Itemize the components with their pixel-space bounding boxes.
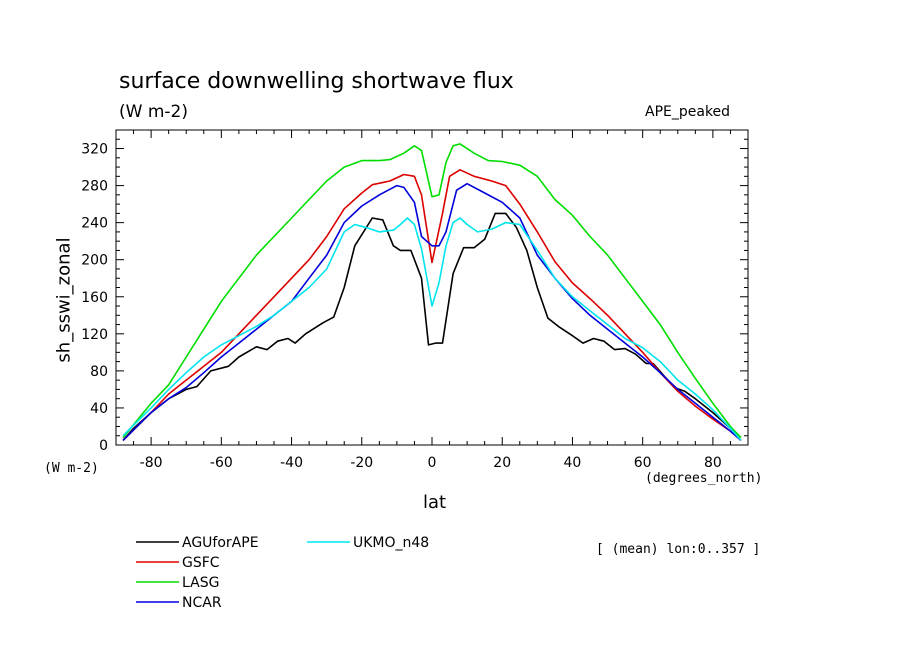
- series-line-ukmo-n48: [122, 217, 742, 441]
- chart-units: (W m-2): [119, 102, 188, 122]
- x-tick-label: -40: [280, 455, 303, 471]
- legend-label-aguforape: AGUforAPE: [182, 535, 259, 551]
- y-tick-label: 200: [81, 253, 108, 269]
- chart-title: surface downwelling shortwave flux: [119, 69, 514, 94]
- series-line-lasg: [122, 143, 742, 439]
- x-tick-label: 60: [634, 455, 652, 471]
- y-tick-label: 40: [90, 401, 108, 417]
- series-line-ncar: [122, 182, 742, 442]
- x-tick-label: -20: [350, 455, 373, 471]
- y-tick-label: 320: [81, 142, 108, 158]
- x-tick-label: 40: [564, 455, 582, 471]
- y-tick-label: 160: [81, 290, 108, 306]
- x-units-label: (degrees_north): [645, 471, 763, 486]
- x-tick-label: -80: [140, 455, 163, 471]
- y-units-label: (W m-2): [44, 461, 99, 476]
- y-tick-label: 120: [81, 327, 108, 343]
- x-tick-label: 0: [428, 455, 437, 471]
- x-tick-label: -60: [210, 455, 233, 471]
- y-tick-label: 280: [81, 179, 108, 195]
- legend-label-lasg: LASG: [182, 575, 219, 591]
- legend-label-ukmo-n48: UKMO_n48: [353, 535, 429, 551]
- plot-frame: [115, 129, 749, 446]
- legend-label-ncar: NCAR: [182, 595, 222, 611]
- averaging-note: [ (mean) lon:0..357 ]: [596, 542, 761, 557]
- y-tick-label: 0: [99, 438, 108, 454]
- series-line-aguforape: [122, 212, 742, 441]
- legend-label-gsfc: GSFC: [182, 555, 220, 571]
- dataset-label: APE_peaked: [645, 104, 731, 120]
- x-tick-label: 80: [704, 455, 722, 471]
- y-tick-label: 80: [90, 364, 108, 380]
- y-tick-label: 240: [81, 216, 108, 232]
- x-axis-label: lat: [423, 492, 447, 513]
- x-tick-label: 20: [493, 455, 511, 471]
